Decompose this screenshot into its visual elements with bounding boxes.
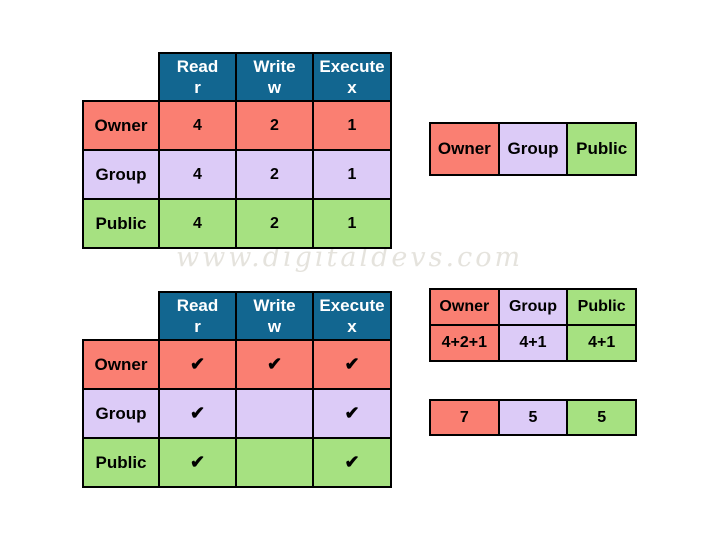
sum-values-row: 4+2+1 4+1 4+1	[429, 324, 637, 362]
entities-row: Owner Group Public	[429, 122, 637, 176]
table-row-owner: Owner ✔ ✔ ✔	[82, 339, 392, 390]
table-row-public: Public ✔ ✔	[82, 437, 392, 488]
sum-header-owner: Owner	[429, 288, 500, 326]
result-public: 5	[566, 399, 637, 436]
sum-header-row: Owner Group Public	[429, 288, 637, 326]
empty-corner	[83, 53, 159, 101]
table-row-public: Public 4 2 1	[82, 198, 392, 249]
row-label-public: Public	[82, 198, 160, 249]
sum-table: Owner Group Public 4+2+1 4+1 4+1	[429, 288, 637, 362]
column-header-write: Write w	[235, 52, 314, 102]
sum-public: 4+1	[566, 324, 637, 362]
column-header-read-label: Read	[176, 56, 219, 76]
entity-owner: Owner	[429, 122, 500, 176]
cell-owner-read: 4	[158, 100, 237, 151]
column-header-execute: Execute x	[312, 52, 392, 102]
column-header-read-label: Read	[176, 295, 219, 315]
check-owner-read: ✔	[158, 339, 237, 390]
cell-group-read: 4	[158, 149, 237, 200]
cell-public-write: 2	[235, 198, 314, 249]
sum-owner: 4+2+1	[429, 324, 500, 362]
cell-public-read: 4	[158, 198, 237, 249]
column-header-write-label: Write	[253, 295, 296, 315]
checkmark-table: Read r Write w Execute x Owner ✔ ✔ ✔ Gro…	[82, 291, 392, 488]
empty-corner	[83, 292, 159, 340]
check-public-write	[235, 437, 314, 488]
check-owner-write: ✔	[235, 339, 314, 390]
cell-group-execute: 1	[312, 149, 392, 200]
check-public-execute: ✔	[312, 437, 392, 488]
cell-owner-execute: 1	[312, 100, 392, 151]
cell-group-write: 2	[235, 149, 314, 200]
column-header-read-symbol: r	[194, 317, 201, 336]
column-header-execute-label: Execute	[319, 56, 385, 76]
table-row-owner: Owner 4 2 1	[82, 100, 392, 151]
cell-owner-write: 2	[235, 100, 314, 151]
sum-header-public: Public	[566, 288, 637, 326]
cell-public-execute: 1	[312, 198, 392, 249]
result-strip: 7 5 5	[429, 399, 637, 436]
column-header-write-symbol: w	[267, 317, 282, 336]
check-group-write	[235, 388, 314, 439]
result-row: 7 5 5	[429, 399, 637, 436]
row-label-group: Group	[82, 388, 160, 439]
entity-public: Public	[566, 122, 637, 176]
row-label-group: Group	[82, 149, 160, 200]
row-label-public: Public	[82, 437, 160, 488]
column-header-execute-symbol: x	[347, 317, 357, 336]
column-header-execute: Execute x	[312, 291, 392, 341]
result-owner: 7	[429, 399, 500, 436]
table-row-group: Group 4 2 1	[82, 149, 392, 200]
column-header-execute-label: Execute	[319, 295, 385, 315]
octal-values-table: Read r Write w Execute x Owner 4 2 1 Gro…	[82, 52, 392, 249]
column-header-read-symbol: r	[194, 78, 201, 97]
check-header-row: Read r Write w Execute x	[83, 291, 392, 341]
sum-group: 4+1	[497, 324, 569, 362]
entity-group: Group	[497, 122, 569, 176]
table-row-group: Group ✔ ✔	[82, 388, 392, 439]
check-public-read: ✔	[158, 437, 237, 488]
column-header-read: Read r	[158, 291, 237, 341]
entities-strip: Owner Group Public	[429, 122, 637, 176]
sum-header-group: Group	[497, 288, 569, 326]
result-group: 5	[497, 399, 569, 436]
column-header-write-symbol: w	[267, 78, 282, 97]
check-group-read: ✔	[158, 388, 237, 439]
column-header-write-label: Write	[253, 56, 296, 76]
check-owner-execute: ✔	[312, 339, 392, 390]
check-group-execute: ✔	[312, 388, 392, 439]
values-header-row: Read r Write w Execute x	[83, 52, 392, 102]
row-label-owner: Owner	[82, 100, 160, 151]
column-header-execute-symbol: x	[347, 78, 357, 97]
column-header-write: Write w	[235, 291, 314, 341]
column-header-read: Read r	[158, 52, 237, 102]
row-label-owner: Owner	[82, 339, 160, 390]
